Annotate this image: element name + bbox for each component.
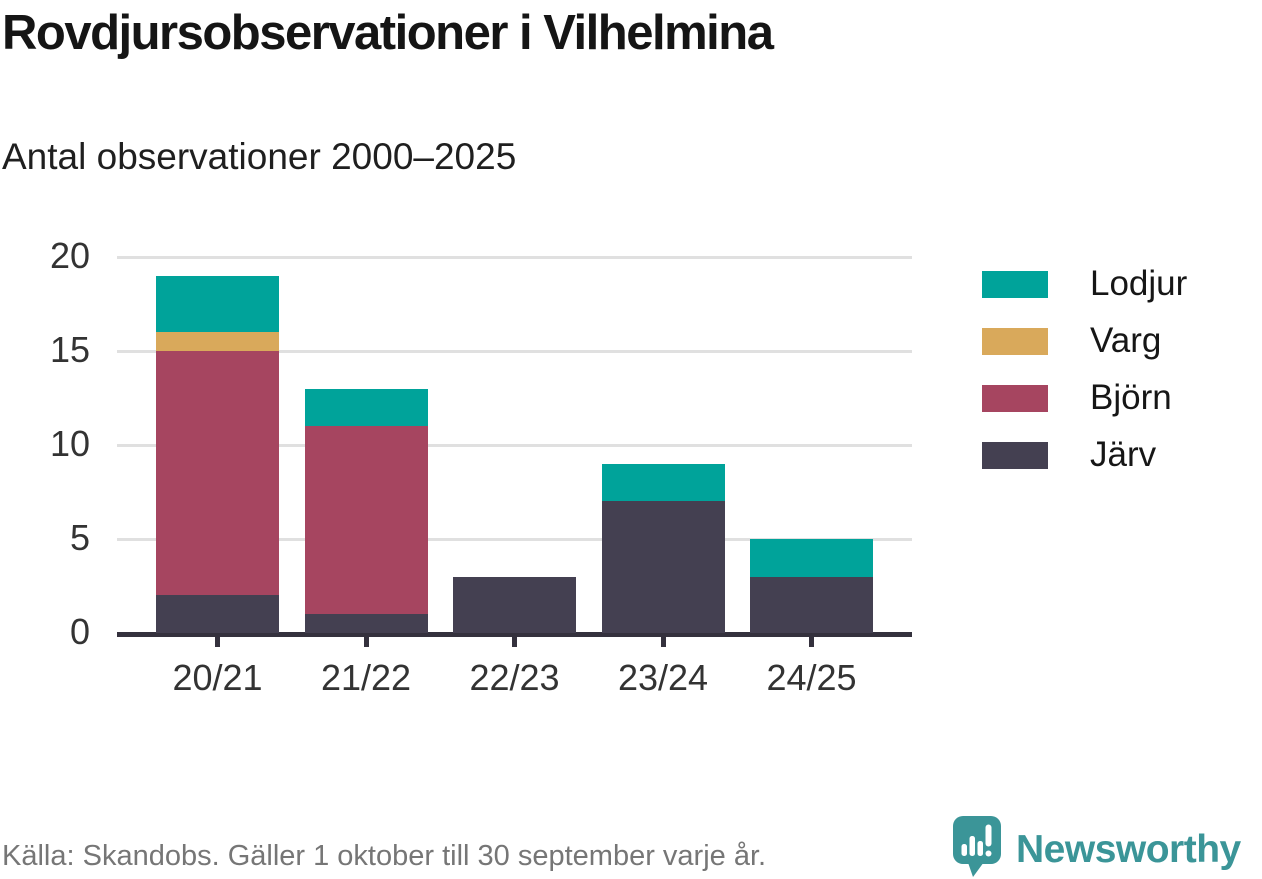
bar-segment-Järv-22/23: [453, 576, 576, 633]
legend-swatch-Björn: [982, 384, 1048, 412]
legend-item-Björn: Björn: [982, 378, 1172, 418]
source-note: Källa: Skandobs. Gäller 1 oktober till 3…: [2, 840, 767, 872]
x-tick: [660, 637, 666, 647]
bar-segment-Järv-20/21: [156, 595, 279, 633]
chart-title: Rovdjursobservationer i Vilhelmina: [2, 6, 774, 60]
x-tick: [512, 637, 517, 647]
bar-segment-Järv-21/22: [304, 614, 428, 633]
legend-item-Lodjur: Lodjur: [982, 264, 1187, 304]
gridline-20: [117, 255, 912, 259]
legend-swatch-Järv: [982, 441, 1048, 469]
bar-segment-Varg-20/21: [156, 332, 279, 351]
x-tick-label: 20/21: [172, 657, 263, 698]
x-tick-label: 22/23: [469, 657, 560, 698]
gridline-10: [117, 443, 912, 447]
legend-label: Björn: [1090, 378, 1172, 417]
x-tick: [809, 637, 814, 647]
x-tick-label: 24/25: [766, 657, 857, 698]
y-tick-label: 10: [49, 423, 90, 464]
bar-segment-Järv-24/25: [750, 576, 873, 633]
x-tick: [215, 637, 220, 647]
newsworthy-wordmark: Newsworthy: [1016, 827, 1241, 871]
x-tick-label: 23/24: [617, 657, 709, 698]
x-axis-line: [117, 632, 912, 637]
bar-segment-Lodjur-24/25: [750, 539, 873, 577]
chart-subtitle: Antal observationer 2000–2025: [2, 136, 517, 177]
newsworthy-logo: Newsworthy: [952, 815, 1241, 878]
legend-label: Lodjur: [1090, 264, 1188, 303]
newsworthy-bubble-chart-icon: [953, 816, 1001, 877]
y-tick-label: 0: [69, 611, 90, 652]
gridline-5: [117, 537, 912, 541]
y-tick-label: 5: [69, 517, 90, 558]
y-tick-label: 15: [49, 329, 90, 370]
gridline-15: [117, 349, 912, 353]
legend-label: Varg: [1090, 321, 1162, 360]
bar-segment-Lodjur-21/22: [304, 388, 428, 427]
legend-item-Varg: Varg: [982, 321, 1161, 361]
bar-segment-Lodjur-23/24: [601, 463, 725, 502]
bar-segment-Järv-23/24: [601, 501, 725, 633]
y-tick-label: 20: [49, 235, 90, 276]
bar-segment-Björn-21/22: [304, 426, 428, 615]
legend-swatch-Lodjur: [982, 270, 1048, 298]
bar-segment-Lodjur-20/21: [156, 275, 279, 333]
legend-swatch-Varg: [982, 327, 1048, 355]
legend-label: Järv: [1090, 435, 1157, 474]
legend-item-Järv: Järv: [982, 435, 1156, 475]
x-tick-label: 21/22: [320, 657, 412, 698]
x-tick: [363, 637, 369, 647]
bar-segment-Björn-20/21: [156, 351, 279, 596]
